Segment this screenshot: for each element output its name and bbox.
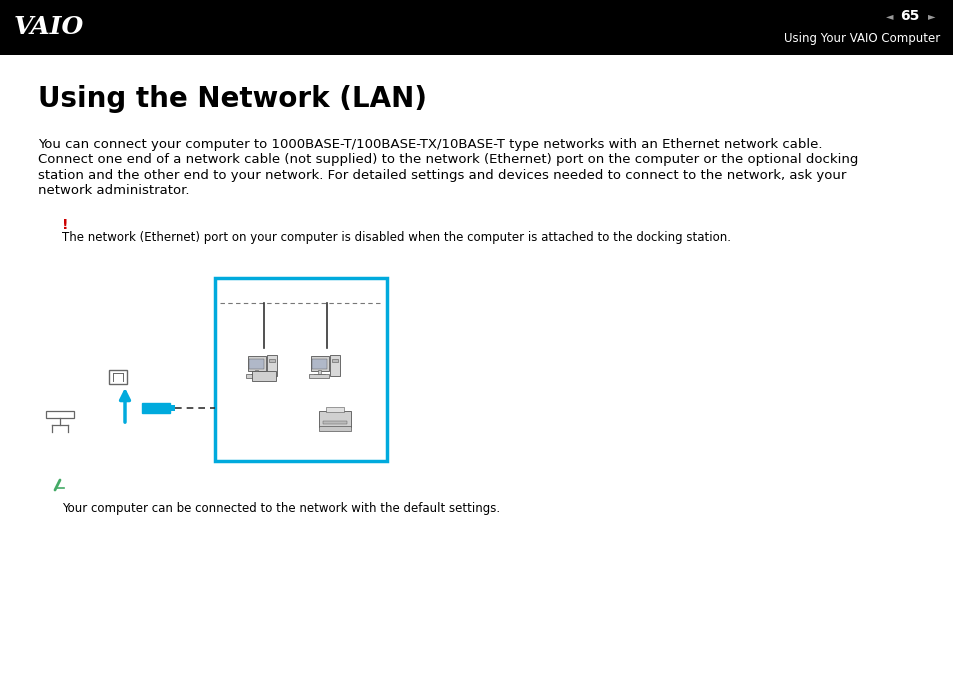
Bar (314, 373, 325, 376)
Bar (326, 407, 343, 412)
Text: Connect one end of a network cable (not supplied) to the network (Ethernet) port: Connect one end of a network cable (not … (38, 154, 858, 166)
Bar (332, 359, 338, 362)
Polygon shape (142, 403, 170, 413)
Bar (319, 426, 351, 431)
Bar (312, 359, 327, 369)
Bar (246, 374, 265, 378)
Text: network administrator.: network administrator. (38, 185, 190, 197)
Bar (248, 357, 265, 371)
Text: station and the other end to your network. For detailed settings and devices nee: station and the other end to your networ… (38, 169, 845, 182)
Text: You can connect your computer to 1000BASE-T/100BASE-TX/10BASE-T type networks wi: You can connect your computer to 1000BAS… (38, 138, 821, 151)
Text: ◄: ◄ (884, 11, 892, 22)
Bar (269, 359, 275, 362)
Bar (252, 371, 275, 381)
Bar (170, 405, 174, 411)
Bar (249, 359, 264, 369)
Text: !: ! (62, 218, 69, 232)
Bar (254, 370, 258, 374)
Text: VAIO: VAIO (14, 16, 84, 40)
Bar (309, 374, 328, 378)
Text: 65: 65 (900, 9, 919, 24)
Text: Using the Network (LAN): Using the Network (LAN) (38, 85, 427, 113)
Bar (0, 0, 953, 55)
Bar (46, 411, 74, 418)
Text: ►: ► (927, 11, 935, 22)
Bar (319, 410, 351, 427)
Bar (330, 355, 340, 376)
Bar (317, 370, 321, 374)
Bar (251, 373, 262, 376)
Text: Your computer can be connected to the network with the default settings.: Your computer can be connected to the ne… (62, 502, 499, 515)
Bar (214, 278, 387, 461)
Text: Using Your VAIO Computer: Using Your VAIO Computer (783, 32, 939, 45)
Bar (311, 357, 328, 371)
Bar (267, 355, 277, 376)
Bar (322, 421, 347, 424)
Bar (109, 370, 127, 384)
Text: The network (Ethernet) port on your computer is disabled when the computer is at: The network (Ethernet) port on your comp… (62, 231, 730, 244)
